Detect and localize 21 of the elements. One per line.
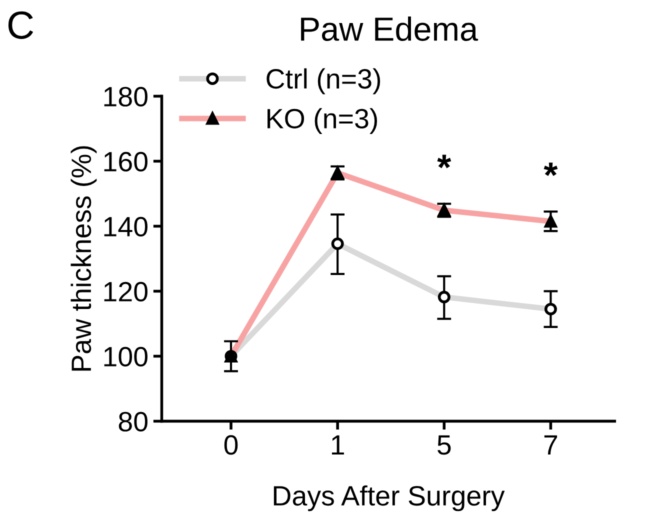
legend-label: KO (n=3) [268, 108, 377, 134]
point [438, 290, 450, 304]
y-tick-label: 80 [118, 412, 148, 432]
x-tick-label: 7 [544, 435, 558, 455]
point [544, 302, 557, 316]
y-tick-label: 140 [104, 216, 148, 237]
annotation: * [544, 162, 558, 176]
y-axis-title: Paw thickness (%) [70, 146, 97, 371]
x-tick-label: 1 [332, 435, 344, 455]
y-tick-label: 180 [104, 86, 148, 107]
x-tick-label: 5 [438, 435, 451, 455]
annotation: * [437, 154, 452, 168]
y-tick-label: 160 [104, 152, 148, 172]
point [331, 238, 344, 250]
y-tick-label: 120 [104, 282, 148, 302]
x-axis-title: Days After Surgery [274, 485, 505, 512]
legend-label: Ctrl (n=3) [266, 68, 380, 94]
x-tick-label: 0 [224, 435, 238, 455]
chart-title: Paw Edema [301, 16, 478, 41]
y-tick-label: 100 [104, 346, 148, 367]
text: C [8, 11, 34, 39]
